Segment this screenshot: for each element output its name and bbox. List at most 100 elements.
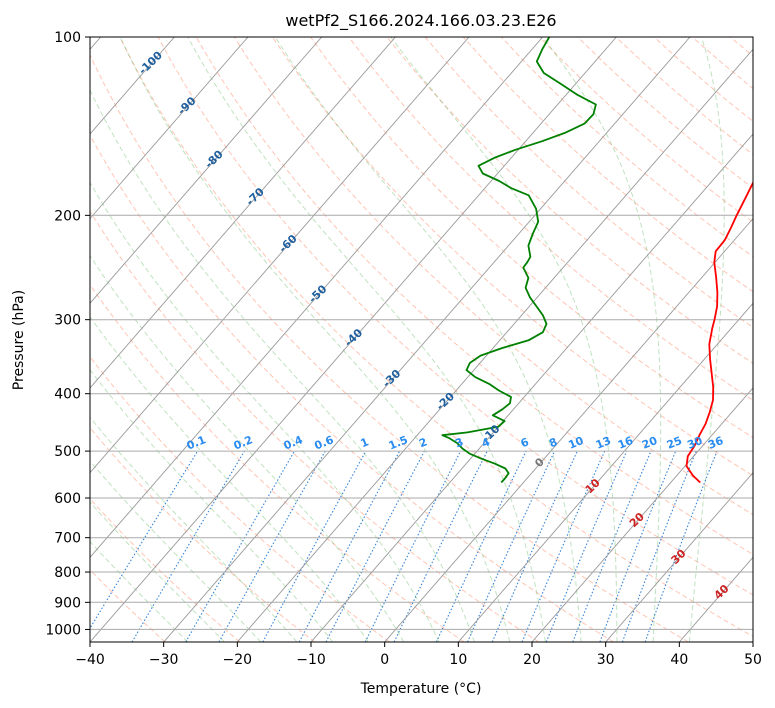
x-tick-label: 40 [670, 652, 688, 668]
mixing-ratio-label: 16 [616, 434, 635, 452]
temperature-line [685, 180, 753, 484]
moist-adiabat [90, 540, 189, 642]
y-tick-label: 500 [54, 444, 81, 460]
isotherm [236, 48, 753, 642]
isotherm [90, 37, 470, 474]
x-tick-label: 20 [523, 652, 541, 668]
dry-adiabat [119, 37, 753, 638]
moist-adiabat [688, 37, 725, 642]
mixing-ratio-label: 20 [640, 434, 659, 452]
moist-adiabat [90, 181, 440, 642]
dry-adiabat [233, 37, 753, 516]
y-tick-label: 200 [54, 208, 81, 224]
y-tick-label: 1000 [45, 622, 81, 638]
moist-adiabat [119, 37, 511, 642]
mixing-ratio-label: 13 [594, 434, 613, 452]
mixing-ratio-label: 10 [566, 434, 585, 452]
dry-adiabat [501, 37, 753, 258]
moist-adiabat [390, 37, 618, 642]
background-lines [90, 37, 753, 642]
mixing-ratio-line [364, 450, 462, 642]
y-tick-label: 300 [54, 313, 81, 329]
dry-adiabat [462, 37, 753, 293]
dry-adiabat [90, 53, 689, 642]
y-tick-label: 700 [54, 531, 81, 547]
y-tick-label: 800 [54, 565, 81, 581]
dry-adiabat [195, 37, 753, 555]
x-tick-label: 50 [744, 652, 762, 668]
mixing-ratio-label: 2 [417, 435, 429, 450]
dry-adiabat [90, 498, 241, 642]
dry-adiabat [90, 355, 390, 642]
moist-adiabat [90, 89, 475, 642]
mixing-ratio-line [218, 450, 326, 642]
x-tick-label: −20 [223, 652, 253, 668]
dry-adiabat [157, 37, 753, 596]
x-tick-label: −40 [75, 652, 105, 668]
moist-adiabat [90, 501, 225, 642]
mixing-ratio-line [621, 450, 697, 642]
mixing-ratio-label: 36 [706, 434, 725, 452]
moist-adiabat [90, 460, 262, 642]
isotherm [457, 302, 753, 642]
mixing-ratio-label: 0.4 [282, 433, 305, 452]
moist-adiabat [90, 254, 405, 642]
mixing-ratio-line [262, 450, 367, 642]
dry-adiabat [691, 37, 753, 90]
dry-adiabat [272, 37, 753, 477]
x-axis: −40 −30 −20 −10 0 10 20 30 40 50 [75, 642, 762, 668]
grid-lines [90, 37, 753, 642]
dewpoint-line [441, 37, 597, 484]
isotherm [752, 641, 753, 642]
mixing-ratio-line [393, 450, 488, 642]
y-tick-label: 900 [54, 595, 81, 611]
moist-adiabat [90, 416, 298, 642]
sounding-series [441, 37, 753, 484]
mixing-ratio-label: 6 [519, 435, 531, 450]
x-tick-label: 30 [597, 652, 615, 668]
x-tick-label: 0 [380, 652, 389, 668]
dry-adiabat [90, 134, 614, 642]
mixing-ratio-line [521, 450, 606, 642]
plot-frame [89, 36, 754, 643]
mixing-ratio-line [325, 450, 425, 642]
moist-adiabat [90, 369, 334, 642]
x-axis-title: Temperature (°C) [360, 681, 482, 697]
y-tick-label: 100 [54, 30, 81, 46]
dry-adiabat [348, 37, 753, 401]
isotherm [605, 471, 753, 642]
isotherm [310, 133, 753, 642]
x-tick-label: −10 [296, 652, 326, 668]
mixing-ratio-line [572, 450, 652, 642]
mixing-ratio-label: 0.6 [313, 433, 336, 452]
dry-adiabat [615, 37, 753, 156]
dry-adiabat [90, 283, 465, 642]
y-tick-label: 400 [54, 387, 81, 403]
mixing-ratio-label: 3 [453, 435, 465, 450]
moist-adiabat [187, 37, 546, 642]
isotherm [90, 37, 617, 642]
mixing-ratio-label: 0.1 [185, 433, 208, 452]
y-tick-label: 600 [54, 491, 81, 507]
dry-adiabat [90, 210, 540, 642]
mixing-ratio-label: 1.5 [387, 433, 410, 452]
dry-adiabat [310, 37, 753, 439]
mixing-ratio-label: 8 [547, 435, 559, 450]
moist-adiabat [542, 37, 662, 642]
x-tick-label: −30 [149, 652, 179, 668]
mixing-ratio-line [466, 450, 556, 642]
mixing-ratio-line [435, 450, 527, 642]
moist-adiabat [274, 37, 582, 642]
chart-title: wetPf2_S166.2024.166.03.23.E26 [285, 11, 556, 31]
isotherm [531, 387, 753, 642]
dry-adiabat [90, 427, 316, 642]
isotherm [90, 37, 544, 558]
isotherm [90, 37, 249, 220]
dry-adiabat [386, 37, 753, 364]
y-axis-title: Pressure (hPa) [11, 290, 27, 390]
mixing-ratio-line [545, 450, 628, 642]
mixing-ratio-line [644, 450, 718, 642]
mixing-ratio-line [90, 450, 199, 630]
isotherm [90, 37, 396, 389]
